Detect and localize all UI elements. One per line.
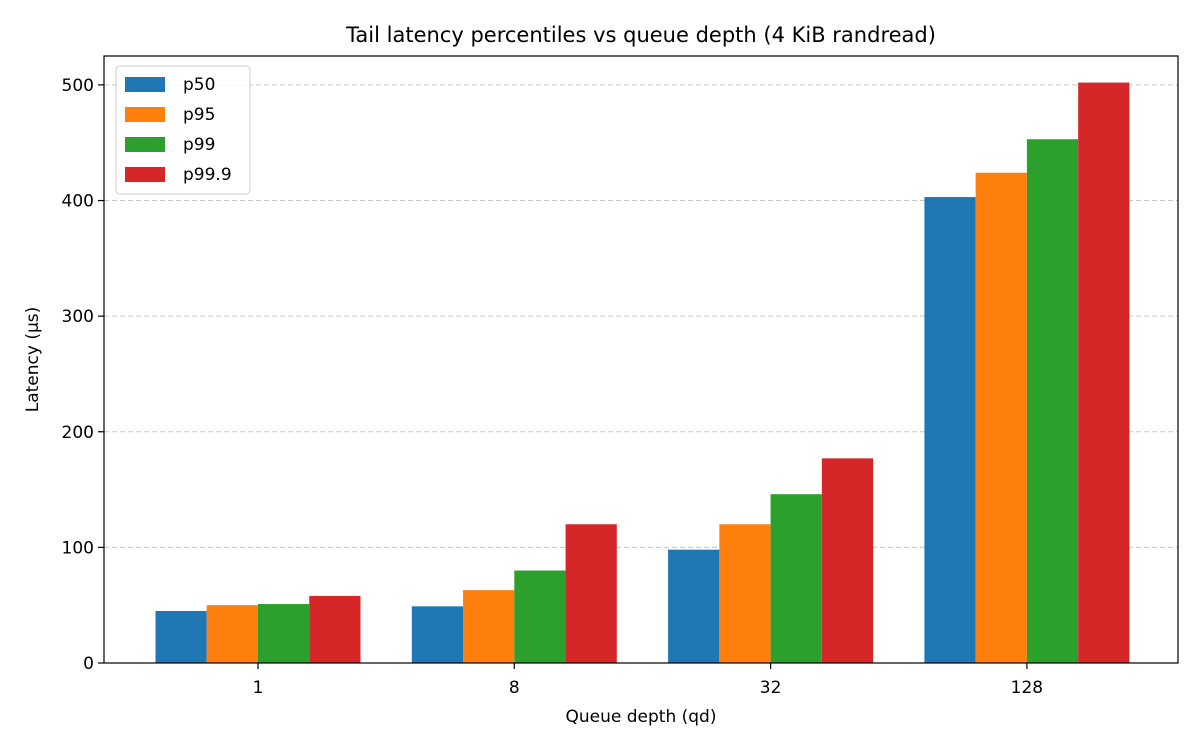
y-tick-label: 300 [62, 307, 94, 327]
legend-swatch [125, 167, 165, 182]
x-axis-label: Queue depth (qd) [566, 707, 717, 727]
y-tick-label: 500 [62, 76, 94, 96]
bar-p95-qd-1 [206, 605, 258, 663]
bar-p99-qd-32 [770, 494, 822, 663]
y-tick-label: 100 [62, 538, 94, 558]
x-axis-ticks: 1 8 32 128 [253, 663, 1043, 698]
legend-label: p95 [183, 105, 215, 125]
x-tick-label: 128 [1011, 678, 1043, 698]
plot-frame [103, 55, 1179, 664]
bar-p99-qd-8 [514, 570, 566, 663]
y-tick-label: 200 [62, 423, 94, 443]
bar-p50-qd-8 [411, 606, 464, 663]
bar-p99-9-qd-128 [1078, 82, 1130, 663]
bar-p95-qd-8 [463, 590, 515, 663]
x-tick-label: 1 [253, 678, 264, 698]
bar-p50-qd-32 [668, 549, 720, 663]
grid-lines [104, 84, 1178, 548]
bars [155, 82, 1130, 663]
bar-p99-qd-128 [1026, 139, 1079, 663]
legend-swatch [125, 107, 165, 122]
legend-swatch [125, 77, 165, 92]
legend-label: p99 [183, 135, 215, 155]
legend-label: p99.9 [183, 165, 232, 185]
y-tick-label: 400 [62, 192, 94, 212]
legend-box [115, 65, 251, 195]
legend-label: p50 [183, 75, 215, 95]
y-axis-label: Latency (µs) [23, 307, 43, 413]
bar-p99-9-qd-8 [565, 524, 617, 663]
bar-p50-qd-1 [155, 610, 207, 663]
bar-p99-9-qd-1 [309, 595, 361, 663]
legend: p50 p95 p99 p99.9 [115, 65, 251, 195]
chart-title: Tail latency percentiles vs queue depth … [345, 23, 936, 47]
bar-p95-qd-32 [719, 524, 771, 663]
bar-p99-9-qd-32 [821, 458, 874, 663]
bar-p99-qd-1 [258, 604, 310, 663]
x-tick-label: 8 [509, 678, 520, 698]
bar-p50-qd-128 [924, 197, 976, 663]
bar-p95-qd-128 [975, 172, 1027, 663]
y-tick-label: 0 [83, 654, 94, 674]
y-axis-ticks: 0 100 200 300 400 500 [62, 76, 104, 674]
x-tick-label: 32 [760, 678, 782, 698]
legend-swatch [125, 137, 165, 152]
